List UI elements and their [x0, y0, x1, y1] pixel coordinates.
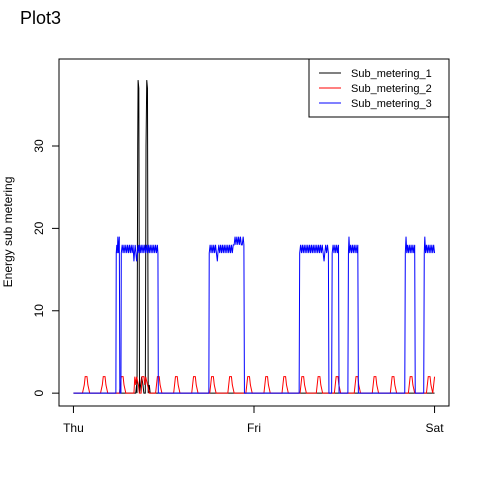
series-line-3 [73, 236, 436, 394]
series-line-1 [73, 80, 435, 394]
x-tick-label: Fri [247, 421, 261, 435]
x-tick-label: Sat [426, 421, 445, 435]
y-tick-label: 20 [32, 221, 46, 235]
series-layer [73, 80, 436, 394]
legend-label: Sub_metering_3 [351, 98, 432, 110]
y-axis-label: Energy sub metering [1, 177, 15, 288]
series-line-2 [73, 376, 436, 394]
chart-title: Plot3 [20, 8, 62, 28]
x-tick-label: Thu [63, 421, 84, 435]
legend-label: Sub_metering_1 [351, 68, 432, 80]
y-tick-label: 10 [32, 304, 46, 318]
y-tick-label: 0 [32, 389, 46, 396]
y-tick-label: 30 [32, 139, 46, 153]
legend-box [308, 58, 450, 118]
legend-label: Sub_metering_2 [351, 83, 432, 95]
legend: Sub_metering_1 Sub_metering_2 Sub_metering… [308, 58, 450, 118]
y-axis: 0 10 20 30 [32, 139, 59, 396]
x-axis: Thu Fri Sat [63, 406, 444, 435]
